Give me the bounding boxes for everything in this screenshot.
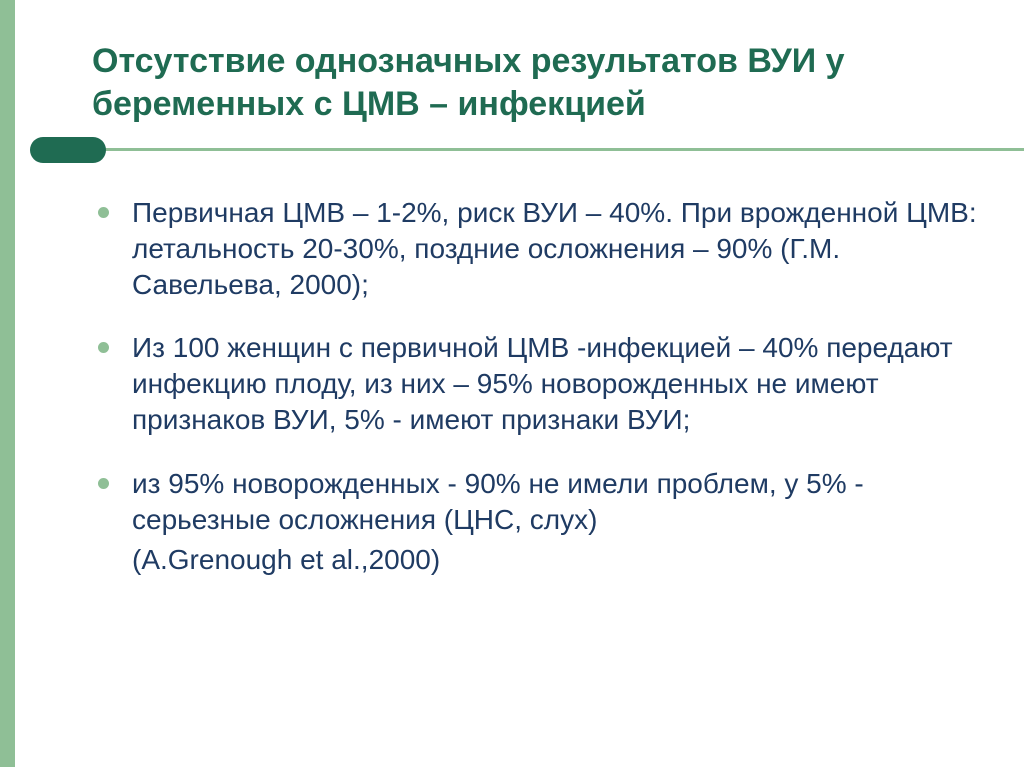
title-area: Отсутствие однозначных результатов ВУИ у… <box>92 40 964 125</box>
bullet-item: Из 100 женщин с первичной ЦМВ -инфекцией… <box>92 330 984 437</box>
underline-line <box>78 148 1024 151</box>
bullet-list: Первичная ЦМВ – 1-2%, риск ВУИ – 40%. Пр… <box>92 195 984 538</box>
slide: Отсутствие однозначных результатов ВУИ у… <box>0 0 1024 767</box>
left-accent-band <box>0 0 15 767</box>
bullet-item: из 95% новорожденных - 90% не имели проб… <box>92 466 984 538</box>
slide-title: Отсутствие однозначных результатов ВУИ у… <box>92 40 964 125</box>
underline-pill <box>30 137 106 163</box>
bullet-item: Первичная ЦМВ – 1-2%, риск ВУИ – 40%. Пр… <box>92 195 984 302</box>
reference-note: (A.Grenough et al.,2000) <box>92 542 984 578</box>
content-area: Первичная ЦМВ – 1-2%, риск ВУИ – 40%. Пр… <box>92 195 984 577</box>
title-underline <box>0 137 1024 163</box>
